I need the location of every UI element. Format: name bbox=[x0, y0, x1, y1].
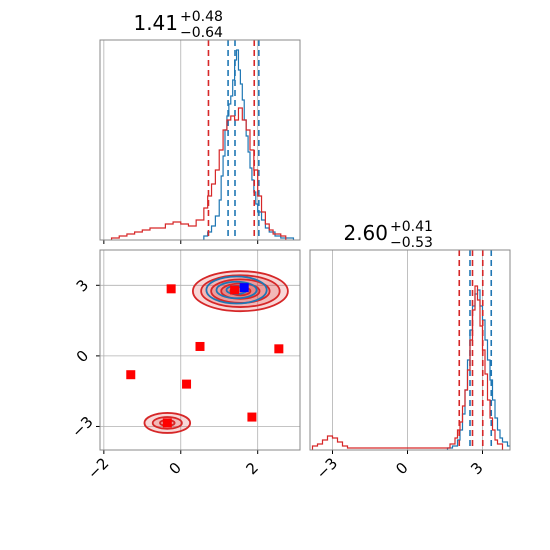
red-marker bbox=[126, 370, 136, 380]
panel-title-upper-error: +0.48 bbox=[180, 9, 223, 25]
red-marker bbox=[166, 284, 176, 294]
density-contour bbox=[215, 280, 258, 300]
panel-title-lower-error: −0.64 bbox=[180, 25, 223, 41]
red-marker bbox=[230, 285, 240, 295]
red-marker bbox=[162, 418, 172, 428]
x-tick-label: −2 bbox=[84, 454, 112, 482]
red-marker bbox=[274, 344, 284, 354]
panel-frame bbox=[99, 249, 301, 451]
panel-title-median: 1.41 bbox=[133, 11, 178, 35]
red-marker bbox=[195, 341, 205, 351]
panel-title-upper-error: +0.41 bbox=[390, 219, 433, 235]
panel-title-lower-error: −0.53 bbox=[390, 235, 433, 251]
histogram-series bbox=[311, 285, 504, 450]
y-tick-label: 3 bbox=[73, 276, 92, 295]
x-tick-label: 0 bbox=[165, 459, 184, 478]
red-marker bbox=[247, 412, 257, 422]
red-marker bbox=[182, 379, 192, 389]
y-tick-label: 0 bbox=[73, 347, 92, 366]
x-tick-label: 3 bbox=[467, 459, 486, 478]
x-tick-label: 2 bbox=[242, 459, 261, 478]
panel-frame bbox=[99, 39, 301, 241]
x-tick-label: −3 bbox=[313, 454, 341, 482]
x-tick-label: 0 bbox=[392, 459, 411, 478]
panel-frame bbox=[309, 249, 511, 451]
y-tick-label: −3 bbox=[68, 413, 96, 441]
panel-title-median: 2.60 bbox=[343, 221, 388, 245]
histogram-series bbox=[446, 289, 510, 450]
histogram-series bbox=[110, 107, 287, 240]
density-contour bbox=[205, 275, 268, 305]
histogram-series bbox=[203, 49, 295, 240]
blue-marker bbox=[239, 283, 249, 293]
